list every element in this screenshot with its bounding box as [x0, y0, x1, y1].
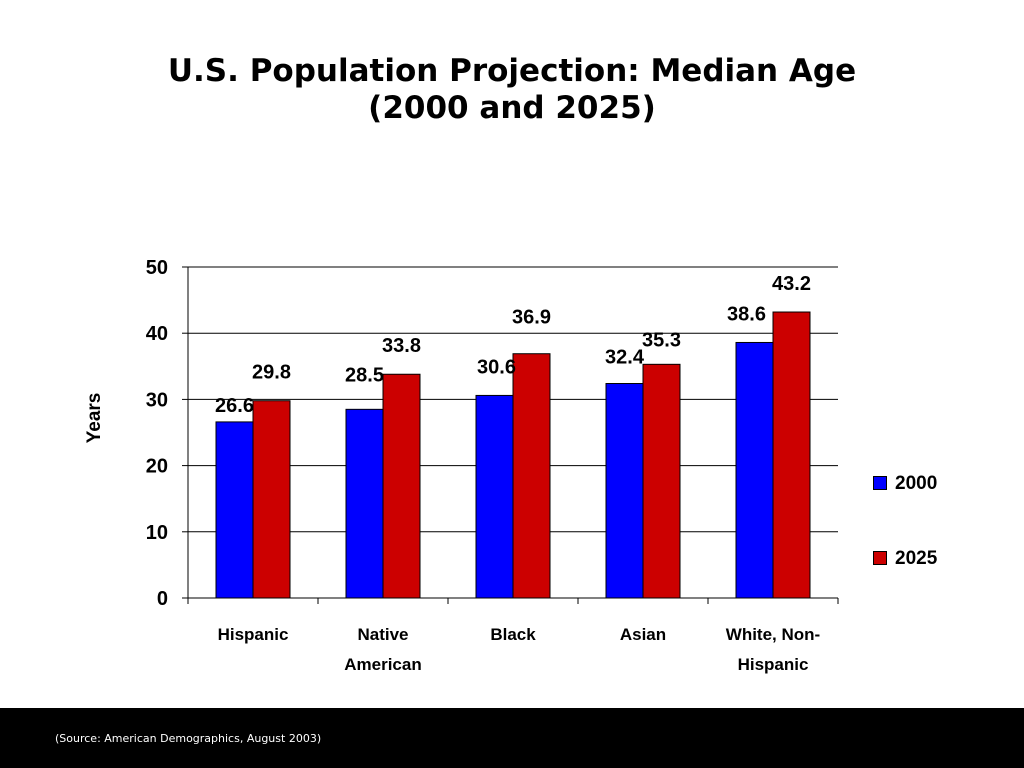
category-label-white-non-hispanic: Hispanic: [738, 655, 809, 674]
axes: [182, 266, 839, 604]
source-note: (Source: American Demographics, August 2…: [55, 732, 322, 745]
legend-item-2025: 2025: [873, 548, 1013, 570]
legend-item-2000: 2000: [873, 473, 1013, 495]
legend-swatch-2000: [873, 476, 887, 490]
y-tick-label: 0: [157, 588, 168, 610]
value-label-2000-asian: 32.4: [605, 347, 645, 369]
y-tick-label: 10: [146, 522, 168, 544]
category-label-white-non-hispanic: White, Non-: [726, 625, 820, 644]
bar-2025-white-non-hispanic: [772, 311, 811, 599]
category-labels: Hispanic Native American Black Asian White, N…: [218, 625, 821, 674]
bar-2025-hispanic: [252, 400, 291, 599]
footer-bar: (Source: American Demographics, August 2…: [0, 708, 1024, 768]
category-label-black: Black: [490, 625, 536, 644]
y-tick-label: 30: [146, 389, 168, 411]
value-label-2000-native-american: 28.5: [345, 364, 384, 386]
y-axis-title: Years: [84, 393, 105, 444]
bar-2000-asian: [605, 383, 644, 599]
bar-2000-black: [475, 394, 514, 599]
legend-label-2025: 2025: [895, 548, 938, 569]
bar-2025-native-american: [382, 373, 421, 599]
chart-title-line-2: (2000 and 2025): [368, 90, 656, 126]
category-label-native-american: Native: [357, 625, 408, 644]
bar-2000-native-american: [345, 408, 384, 599]
value-label-2025-native-american: 33.8: [382, 335, 421, 357]
category-label-hispanic: Hispanic: [218, 625, 289, 644]
y-tick-label: 20: [146, 456, 168, 478]
chart-title-line-1: U.S. Population Projection: Median Age: [167, 53, 857, 89]
value-label-2025-hispanic: 29.8: [252, 362, 291, 384]
value-label-2000-black: 30.6: [477, 356, 516, 378]
tick-labels: 0 10 20 30 40 50: [146, 257, 168, 610]
category-label-asian: Asian: [620, 625, 666, 644]
value-label-2000-hispanic: 26.6: [215, 395, 254, 417]
bar-2000-white-non-hispanic: [735, 341, 774, 599]
value-labels: 26.6 29.8 28.5 33.8 30.6 36.9 32.435.3 38.6 43.2: [215, 273, 811, 417]
category-label-native-american: American: [344, 655, 421, 674]
value-label-2000-white-non-hispanic: 38.6: [727, 303, 766, 325]
bar-2025-black: [512, 353, 551, 599]
value-label-2025-asian: 35.3: [642, 329, 681, 351]
legend-swatch-2025: [873, 551, 887, 565]
bars: [215, 311, 811, 599]
y-tick-label: 50: [146, 257, 168, 279]
y-tick-label: 40: [146, 323, 168, 345]
bar-2000-hispanic: [215, 421, 254, 599]
value-label-2025-white-non-hispanic: 43.2: [772, 273, 811, 295]
legend-label-2000: 2000: [895, 473, 938, 494]
bar-2025-asian: [642, 363, 681, 599]
value-label-2025-black: 36.9: [512, 307, 551, 329]
